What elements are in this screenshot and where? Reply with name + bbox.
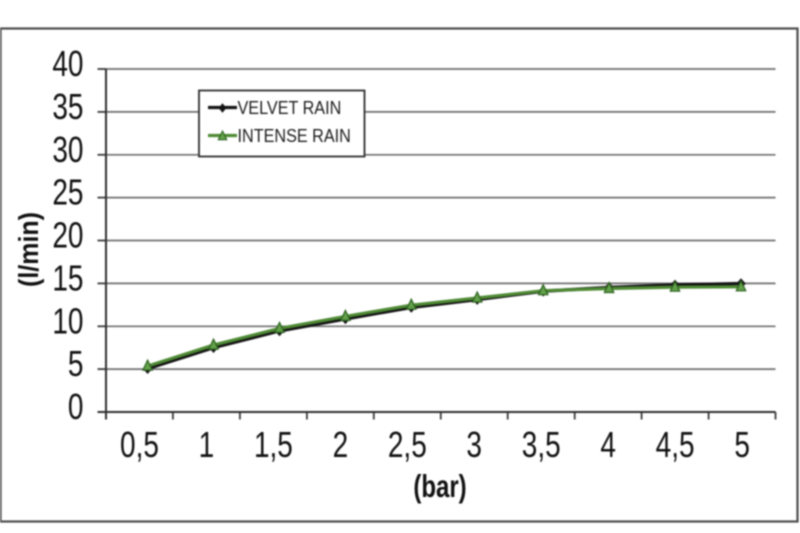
svg-text:INTENSE RAIN: INTENSE RAIN xyxy=(238,125,351,146)
svg-text:4,5: 4,5 xyxy=(656,424,695,464)
svg-text:(bar): (bar) xyxy=(413,469,466,504)
svg-text:25: 25 xyxy=(52,172,83,212)
svg-text:VELVET RAIN: VELVET RAIN xyxy=(238,97,342,118)
svg-text:1: 1 xyxy=(199,424,215,464)
svg-text:35: 35 xyxy=(52,86,83,126)
svg-text:3,5: 3,5 xyxy=(522,424,561,464)
svg-text:10: 10 xyxy=(52,301,83,341)
svg-text:3: 3 xyxy=(466,424,482,464)
svg-text:(l/min): (l/min) xyxy=(13,212,44,287)
svg-text:4: 4 xyxy=(600,424,616,464)
svg-text:2: 2 xyxy=(333,424,349,464)
svg-text:0,5: 0,5 xyxy=(120,424,159,464)
svg-text:5: 5 xyxy=(68,344,84,384)
svg-text:15: 15 xyxy=(52,258,83,298)
svg-text:40: 40 xyxy=(52,43,83,83)
svg-text:20: 20 xyxy=(52,215,83,255)
svg-text:5: 5 xyxy=(734,424,750,464)
svg-text:30: 30 xyxy=(52,129,83,169)
svg-text:1,5: 1,5 xyxy=(254,424,293,464)
svg-text:0: 0 xyxy=(68,386,84,426)
svg-text:2,5: 2,5 xyxy=(388,424,427,464)
